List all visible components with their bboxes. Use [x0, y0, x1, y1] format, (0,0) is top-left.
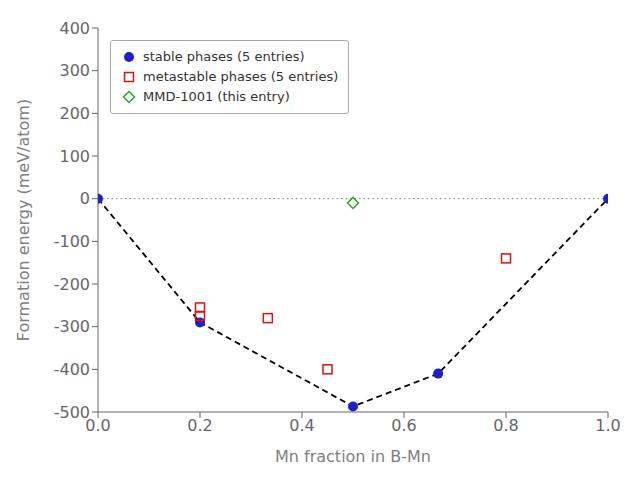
svg-text:Mn fraction in B-Mn: Mn fraction in B-Mn	[275, 447, 431, 466]
svg-text:200: 200	[59, 104, 90, 123]
svg-text:-300: -300	[54, 317, 90, 336]
svg-text:-500: -500	[54, 403, 90, 422]
svg-text:100: 100	[59, 147, 90, 166]
svg-text:-200: -200	[54, 275, 90, 294]
svg-text:-400: -400	[54, 360, 90, 379]
html-text:MMD-1001 (this entry): MMD-1001 (this entry)	[143, 89, 290, 104]
svg-text:Formation energy (meV/atom): Formation energy (meV/atom)	[14, 99, 33, 341]
svg-text:-100: -100	[54, 232, 90, 251]
svg-text:0.6: 0.6	[391, 416, 416, 435]
svg-text:0.0: 0.0	[85, 416, 111, 436]
html-text:stable phases (5 entries): stable phases (5 entries)	[143, 49, 305, 64]
html-text:metastable phases (5 entries): metastable phases (5 entries)	[143, 69, 339, 84]
svg-text:0.8: 0.8	[493, 416, 518, 435]
svg-text:0.2: 0.2	[187, 416, 212, 435]
svg-text:0: 0	[80, 189, 90, 208]
svg-text:0.4: 0.4	[289, 416, 314, 435]
svg-text:400: 400	[59, 19, 90, 38]
svg-text:1.0: 1.0	[595, 416, 620, 435]
svg-text:300: 300	[59, 61, 90, 80]
